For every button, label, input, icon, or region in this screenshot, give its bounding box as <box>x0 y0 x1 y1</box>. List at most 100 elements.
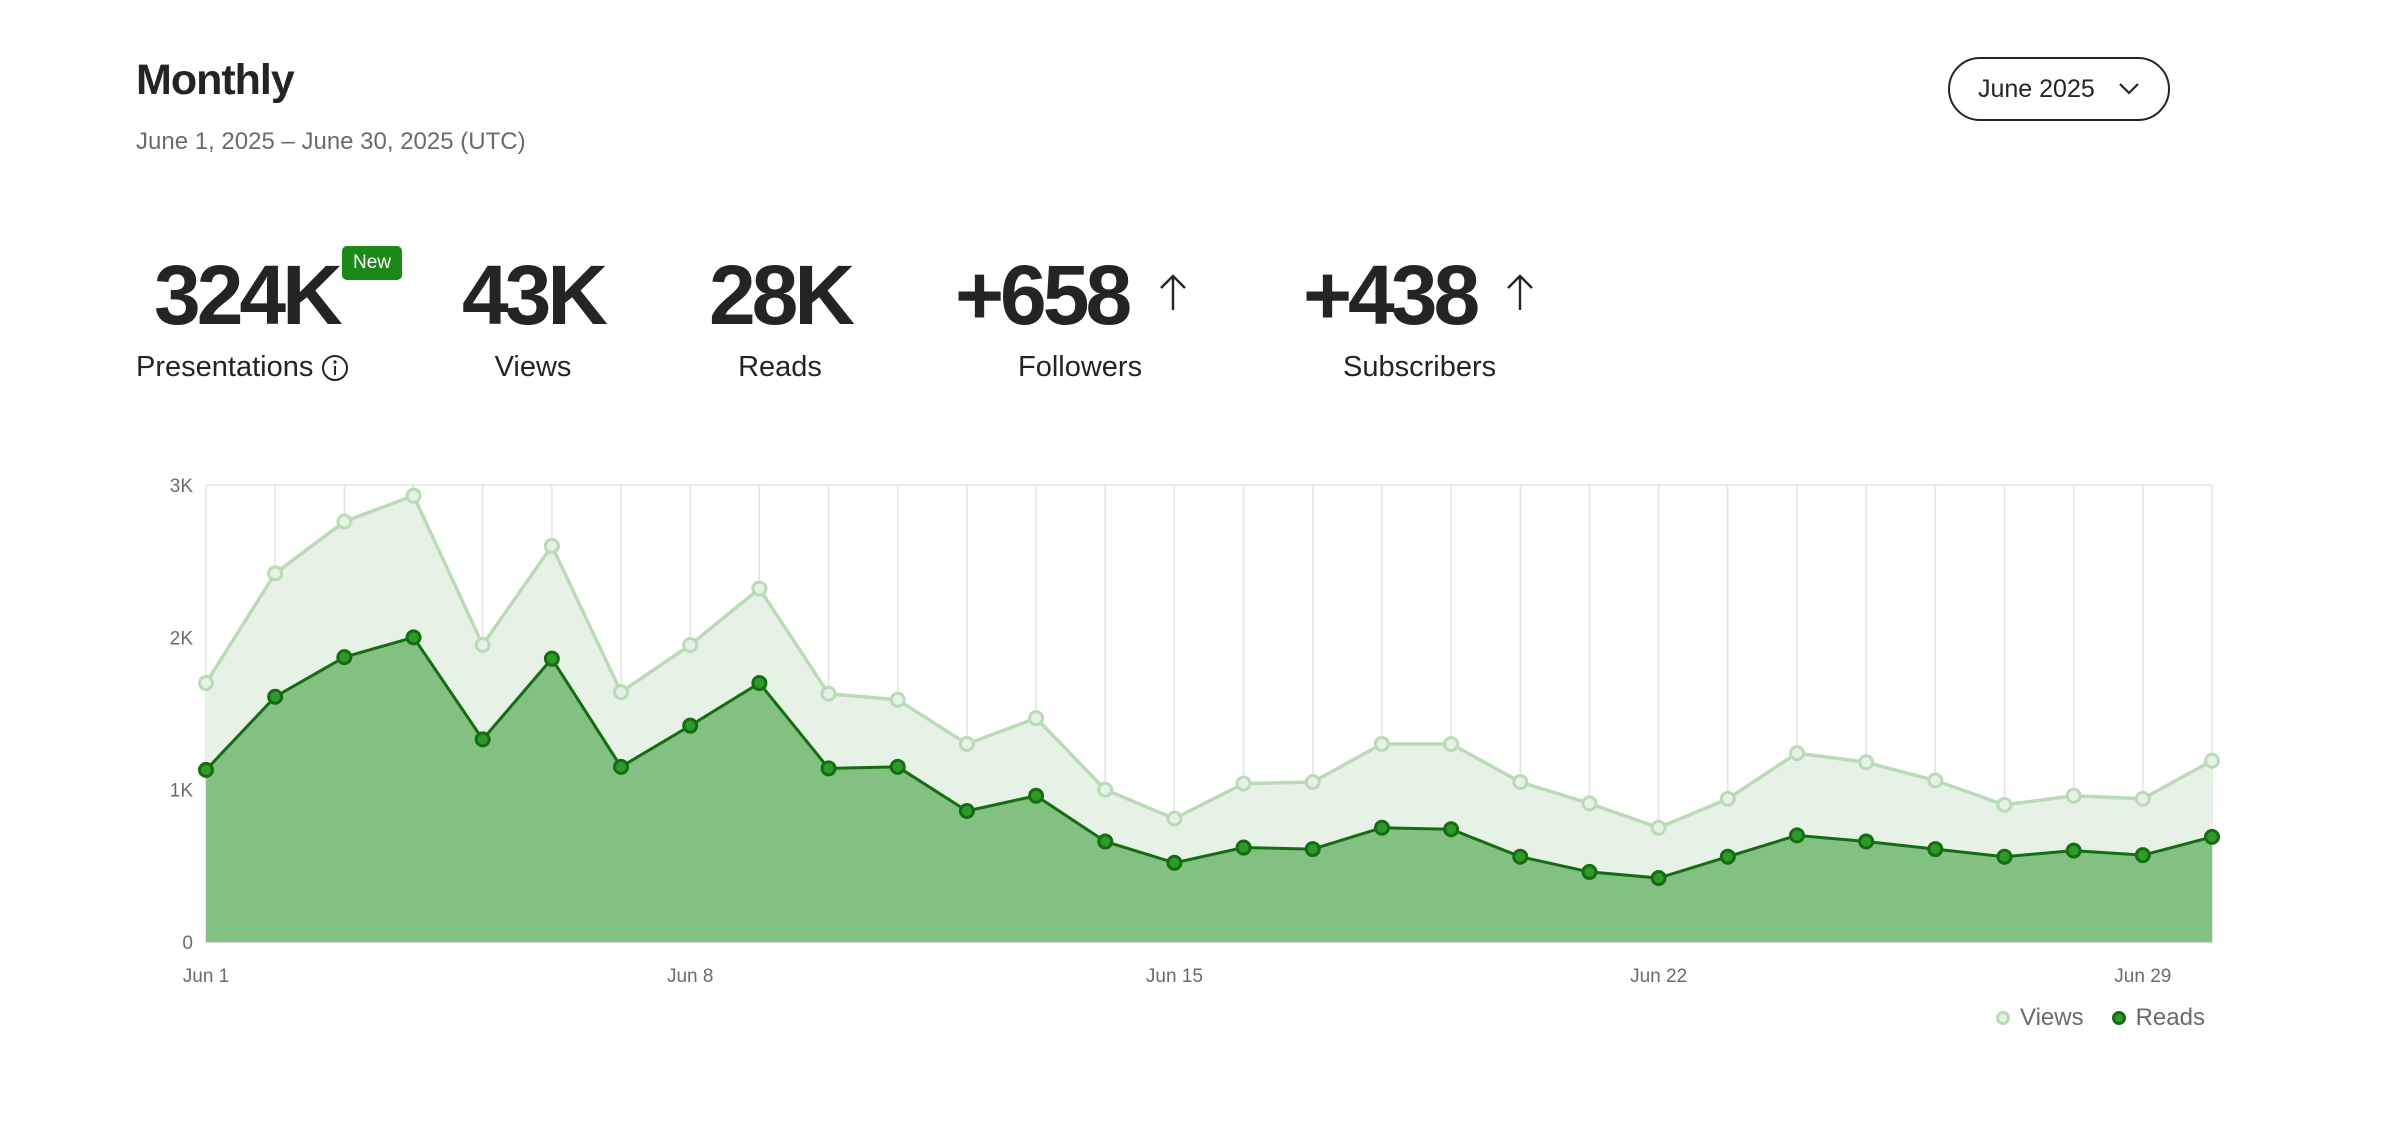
reads-point <box>958 802 975 819</box>
x-tick-label: Jun 1 <box>183 966 229 987</box>
reads-point <box>1235 839 1252 856</box>
stat-presentations: 324K Presentations <box>136 245 349 384</box>
views-point <box>2065 787 2082 804</box>
reads-point <box>474 731 491 748</box>
presentations-label: Presentations <box>136 351 314 383</box>
reads-point <box>1719 848 1736 865</box>
followers-label: Followers <box>1018 351 1143 383</box>
reads-value: 28K <box>708 248 855 342</box>
month-select[interactable]: June 2025 <box>1948 57 2170 121</box>
views-point <box>1650 819 1667 836</box>
y-tick-label: 3K <box>170 476 194 497</box>
views-line <box>204 493 2213 830</box>
y-tick-label: 1K <box>170 781 194 802</box>
reads-point <box>751 675 768 692</box>
chart-legend: Views Reads <box>1996 1004 2205 1032</box>
info-icon[interactable] <box>321 354 349 382</box>
reads-point <box>820 760 837 777</box>
reads-point <box>405 629 422 646</box>
reads-point <box>1858 833 1875 850</box>
legend-item-views[interactable]: Views <box>1996 1004 2084 1032</box>
views-point <box>405 487 422 504</box>
x-tick-label: Jun 8 <box>667 966 713 987</box>
views-point <box>1719 790 1736 807</box>
reads-point <box>1581 863 1598 880</box>
reads-point <box>1788 827 1805 844</box>
y-tick-label: 0 <box>182 933 193 954</box>
y-tick-label: 2K <box>170 628 194 649</box>
reads-point <box>2204 828 2220 845</box>
reads-point <box>1166 854 1183 871</box>
reads-line <box>204 635 2213 880</box>
views-point <box>543 537 560 554</box>
arrow-up-icon <box>1160 274 1186 310</box>
legend-label-views: Views <box>2020 1004 2084 1031</box>
views-point <box>958 735 975 752</box>
views-point <box>1858 754 1875 771</box>
views-point <box>1235 775 1252 792</box>
views-point <box>1028 710 1045 727</box>
views-point <box>2134 790 2151 807</box>
presentations-label-row: Presentations <box>136 351 349 384</box>
presentations-value: 324K <box>154 248 343 342</box>
views-value: 43K <box>461 248 608 342</box>
chevron-down-icon <box>2119 83 2139 95</box>
views-point <box>1373 735 1390 752</box>
reads-point <box>682 717 699 734</box>
views-point <box>751 580 768 597</box>
reads-point <box>1927 841 1944 858</box>
legend-label-reads: Reads <box>2135 1004 2205 1031</box>
x-tick-label: Jun 15 <box>1146 966 1203 987</box>
reads-label: Reads <box>738 351 822 383</box>
reads-point <box>1028 787 1045 804</box>
reads-point <box>1650 870 1667 887</box>
views-point <box>1304 774 1321 791</box>
subscribers-value: +438 <box>1303 248 1480 342</box>
legend-marker-reads <box>2111 1011 2126 1025</box>
views-point <box>198 675 214 692</box>
views-point <box>1443 735 1460 752</box>
followers-value: +658 <box>955 248 1132 342</box>
arrow-up-icon <box>1507 274 1533 310</box>
reads-point <box>267 688 284 705</box>
stat-subscribers: +438 Subscribers <box>1303 245 1553 384</box>
reads-point <box>198 761 214 778</box>
page-title: Monthly <box>136 56 295 104</box>
views-point <box>1512 774 1529 791</box>
new-badge: New <box>342 246 403 280</box>
stat-followers: +658 Followers <box>955 245 1205 384</box>
views-point <box>1927 772 1944 789</box>
reads-point <box>889 758 906 775</box>
views-point <box>267 565 284 582</box>
x-tick-label: Jun 29 <box>2114 966 2171 987</box>
legend-item-reads[interactable]: Reads <box>2111 1004 2205 1032</box>
reads-point <box>1304 841 1321 858</box>
legend-marker-views <box>1996 1011 2010 1025</box>
views-point <box>820 685 837 702</box>
views-point <box>613 684 630 701</box>
reads-point <box>1996 848 2013 865</box>
views-point <box>1097 781 1114 798</box>
views-point <box>1166 810 1183 827</box>
reads-point <box>2134 847 2151 864</box>
x-tick-label: Jun 22 <box>1630 966 1687 987</box>
month-select-value: June 2025 <box>1978 74 2095 103</box>
reads-point <box>1097 833 1114 850</box>
views-label: Views <box>494 351 572 383</box>
views-point <box>889 691 906 708</box>
views-point <box>682 636 699 653</box>
views-point <box>2204 752 2220 769</box>
reads-point <box>613 758 630 775</box>
reads-point <box>543 650 560 667</box>
subscribers-label: Subscribers <box>1343 351 1497 383</box>
reads-point <box>1512 848 1529 865</box>
views-point <box>1788 745 1805 762</box>
reads-point <box>336 649 353 666</box>
views-point <box>474 636 491 653</box>
views-point <box>1581 795 1598 812</box>
reads-point <box>2065 842 2082 859</box>
date-range: June 1, 2025 – June 30, 2025 (UTC) <box>136 128 526 155</box>
views-point <box>1996 796 2013 813</box>
reads-area <box>206 637 2212 942</box>
